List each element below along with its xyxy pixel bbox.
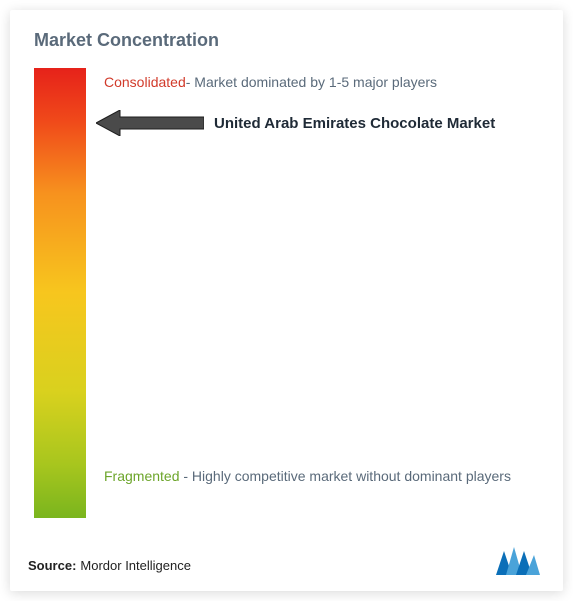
source-row: Source: Mordor Intelligence [28,558,191,573]
chart-title: Market Concentration [34,30,219,51]
concentration-gradient-bar [34,68,86,518]
fragmented-lead: Fragmented [104,468,179,484]
consolidated-rest: - Market dominated by 1-5 major players [186,74,437,90]
mordor-logo-icon [495,545,541,577]
consolidated-lead: Consolidated [104,74,186,90]
fragmented-rest: - Highly competitive market without domi… [179,468,510,484]
market-label: United Arab Emirates Chocolate Market [214,115,495,132]
market-pointer-row: United Arab Emirates Chocolate Market [96,110,495,136]
fragmented-label: Fragmented - Highly competitive market w… [104,466,511,487]
source-value: Mordor Intelligence [80,558,191,573]
consolidated-label: Consolidated- Market dominated by 1-5 ma… [104,72,437,92]
source-label: Source: [28,558,76,573]
pointer-arrow-icon [96,110,204,136]
card: Market Concentration Consolidated- Marke… [10,10,563,591]
